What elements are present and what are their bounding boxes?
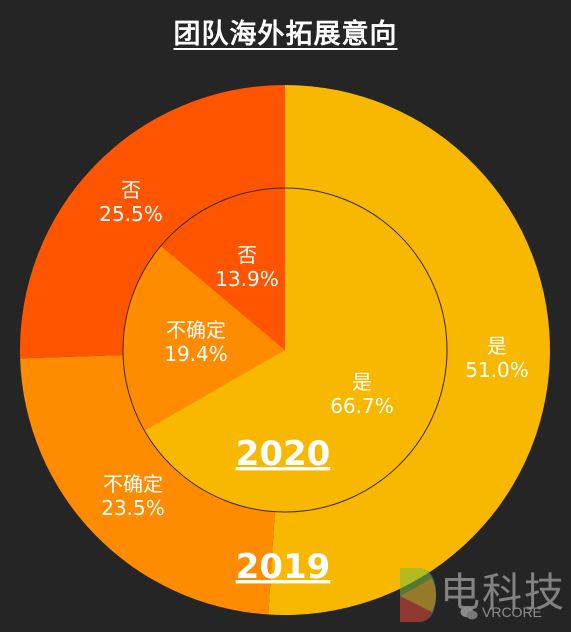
year-label-2019: 2019 xyxy=(236,547,331,587)
wechat-icon xyxy=(460,606,478,620)
chart-title: 团队海外拓展意向 xyxy=(173,19,398,50)
slice-label-2020-0: 是 xyxy=(352,370,372,394)
slice-label-2019-0: 是 xyxy=(487,334,507,358)
slice-label-2020-2: 否 xyxy=(237,243,257,267)
slice-label-2019-1: 不确定 xyxy=(103,472,163,496)
slice-2020-2 xyxy=(160,188,285,350)
watermark-logo-icon xyxy=(400,568,436,622)
slice-value-2019-2: 25.5% xyxy=(99,202,163,226)
slice-2020-1 xyxy=(122,245,285,431)
slice-2020-0 xyxy=(144,188,447,512)
watermark-brand: VRCORE xyxy=(482,604,542,620)
slice-value-2019-0: 51.0% xyxy=(465,358,529,382)
watermark: 电科技 VRCORE xyxy=(398,560,571,632)
slice-value-2020-2: 13.9% xyxy=(215,267,279,291)
year-label-2020: 2020 xyxy=(236,434,331,474)
slice-value-2020-0: 66.7% xyxy=(330,394,394,418)
ring-divider xyxy=(122,187,448,513)
inner-ring-2020 xyxy=(122,187,448,513)
slice-value-2019-1: 23.5% xyxy=(101,496,165,520)
slice-value-2020-1: 19.4% xyxy=(164,342,228,366)
slice-label-2019-2: 否 xyxy=(121,178,141,202)
slice-label-2020-1: 不确定 xyxy=(166,318,226,342)
watermark-text: 电科技 xyxy=(440,570,566,616)
